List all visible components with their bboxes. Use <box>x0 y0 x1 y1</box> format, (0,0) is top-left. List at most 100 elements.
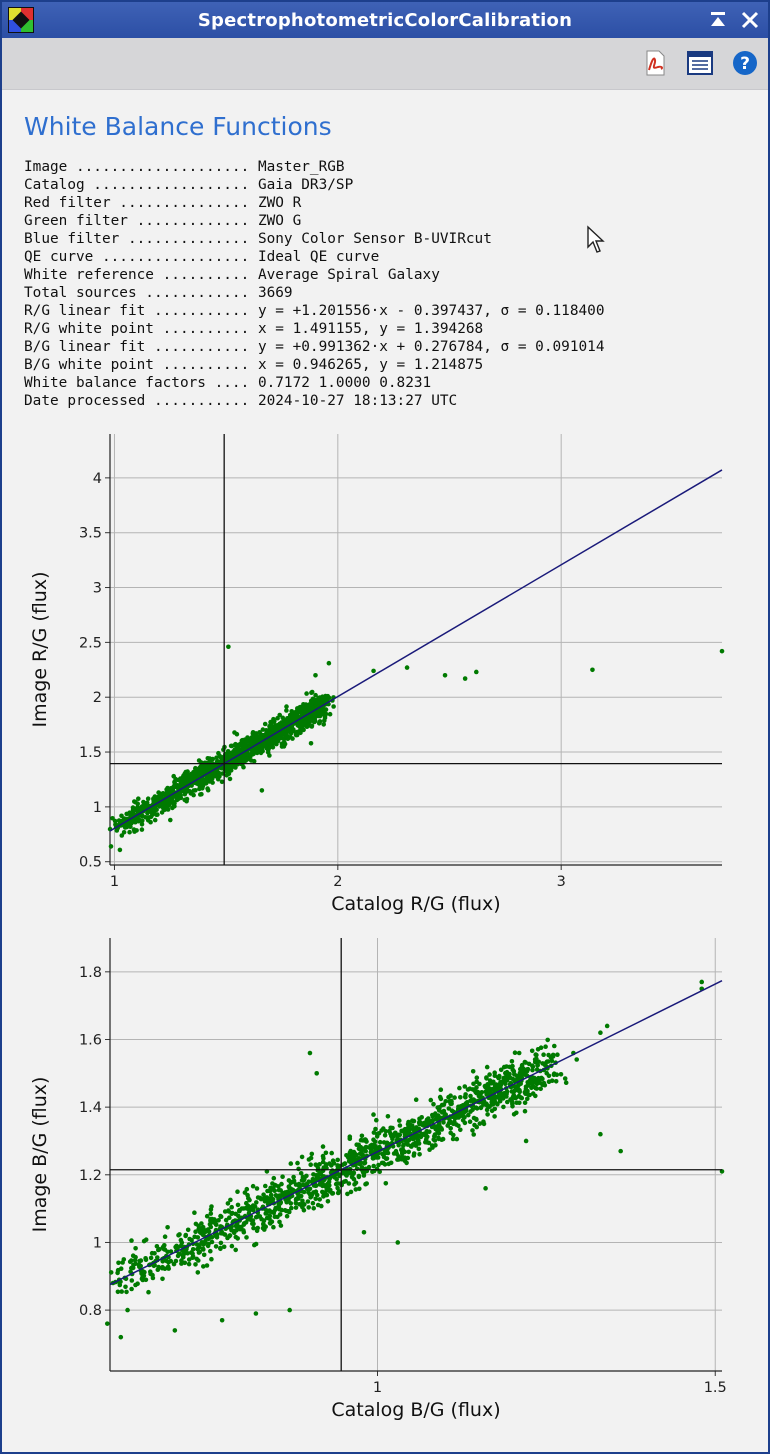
data-point <box>410 1118 415 1123</box>
data-point <box>223 1217 229 1223</box>
data-point <box>196 1226 201 1232</box>
data-point <box>241 1228 246 1233</box>
data-point <box>165 1264 171 1269</box>
data-point <box>358 1137 364 1143</box>
data-point <box>545 1037 550 1043</box>
data-point <box>309 699 314 704</box>
data-point <box>128 1269 133 1274</box>
data-point <box>108 844 114 849</box>
data-point <box>331 704 336 709</box>
data-point <box>510 1067 515 1073</box>
data-point <box>167 798 172 803</box>
data-point <box>422 1131 427 1137</box>
data-point <box>427 1129 432 1134</box>
report-row-value: 2024-10-27 18:13:27 UTC <box>257 393 458 409</box>
data-point <box>271 1175 277 1181</box>
report-row-value: y = +1.201556·x - 0.397437, σ = 0.118400 <box>257 303 605 319</box>
data-point <box>424 1134 430 1140</box>
data-point <box>432 1138 438 1143</box>
data-point <box>313 1196 319 1202</box>
data-point <box>437 1105 442 1111</box>
data-point <box>293 1197 299 1202</box>
linear-fit-line <box>109 980 723 1286</box>
data-point <box>549 1058 555 1064</box>
data-point <box>392 1131 397 1137</box>
data-point <box>193 769 199 775</box>
data-point <box>492 1114 497 1119</box>
data-point <box>151 1263 157 1269</box>
data-point <box>124 1289 129 1295</box>
data-point-outlier <box>307 1050 313 1056</box>
title-bar[interactable]: SpectrophotometricColorCalibration <box>2 2 768 38</box>
data-point <box>490 1097 495 1103</box>
data-point-outlier <box>308 740 314 746</box>
data-point <box>404 1131 410 1136</box>
data-point <box>236 742 241 748</box>
data-point <box>314 699 319 704</box>
data-point <box>118 1266 124 1271</box>
data-point <box>262 721 268 727</box>
data-point <box>474 1075 480 1080</box>
report-row: B/G white point .......... x = 0.946265,… <box>24 356 605 374</box>
data-point <box>168 1258 174 1264</box>
data-point <box>321 711 326 717</box>
report-row: Green filter ............. ZWO G <box>24 212 605 230</box>
data-point <box>208 1248 213 1254</box>
data-point <box>468 1093 473 1099</box>
data-point <box>156 1264 161 1270</box>
report-row-label: Image .................... <box>24 159 258 175</box>
data-point <box>265 747 271 753</box>
data-point <box>153 797 159 803</box>
data-point <box>501 1064 507 1070</box>
data-point <box>279 1207 285 1213</box>
data-point <box>523 1060 528 1065</box>
data-point <box>462 1094 468 1099</box>
report-row-label: B/G white point .......... <box>24 357 258 373</box>
close-icon[interactable] <box>739 9 761 31</box>
data-point <box>525 1080 530 1085</box>
data-point <box>512 1050 518 1055</box>
data-point <box>129 1258 134 1263</box>
data-point <box>251 1225 256 1231</box>
data-point <box>275 715 280 721</box>
data-point <box>470 1128 475 1133</box>
data-point <box>203 776 209 782</box>
data-point <box>163 806 168 811</box>
data-point <box>160 1276 165 1282</box>
data-point <box>498 1067 504 1073</box>
data-point <box>293 1200 299 1206</box>
data-point <box>300 1174 306 1180</box>
data-point <box>115 1270 120 1276</box>
data-point <box>483 1084 488 1090</box>
minimize-icon[interactable] <box>707 9 729 31</box>
pdf-icon[interactable] <box>642 50 668 76</box>
data-point <box>268 1186 273 1192</box>
data-point <box>309 1151 315 1157</box>
data-point <box>323 1150 329 1156</box>
report-row: Image .................... Master_RGB <box>24 158 605 176</box>
data-point <box>522 1108 528 1114</box>
data-point <box>512 1078 517 1084</box>
data-point <box>306 1179 312 1184</box>
data-point <box>407 1128 412 1133</box>
data-point <box>492 1070 498 1075</box>
data-point <box>461 1110 466 1115</box>
data-point <box>306 1205 312 1210</box>
data-point <box>298 1171 304 1176</box>
report-row: Blue filter .............. Sony Color Se… <box>24 230 605 248</box>
document-icon[interactable] <box>687 50 713 76</box>
data-point <box>563 1080 569 1085</box>
help-icon[interactable]: ? <box>732 50 758 76</box>
data-point <box>172 803 177 809</box>
data-point-outlier <box>168 817 173 823</box>
data-point <box>260 1225 266 1231</box>
data-point <box>509 1099 515 1104</box>
data-point-outlier <box>314 1071 320 1076</box>
data-point <box>407 1122 413 1128</box>
data-point <box>290 736 295 741</box>
data-point <box>146 815 151 820</box>
data-point <box>182 1260 188 1266</box>
data-point-outlier <box>279 744 285 749</box>
data-point <box>181 1251 187 1257</box>
data-point <box>195 1270 201 1275</box>
